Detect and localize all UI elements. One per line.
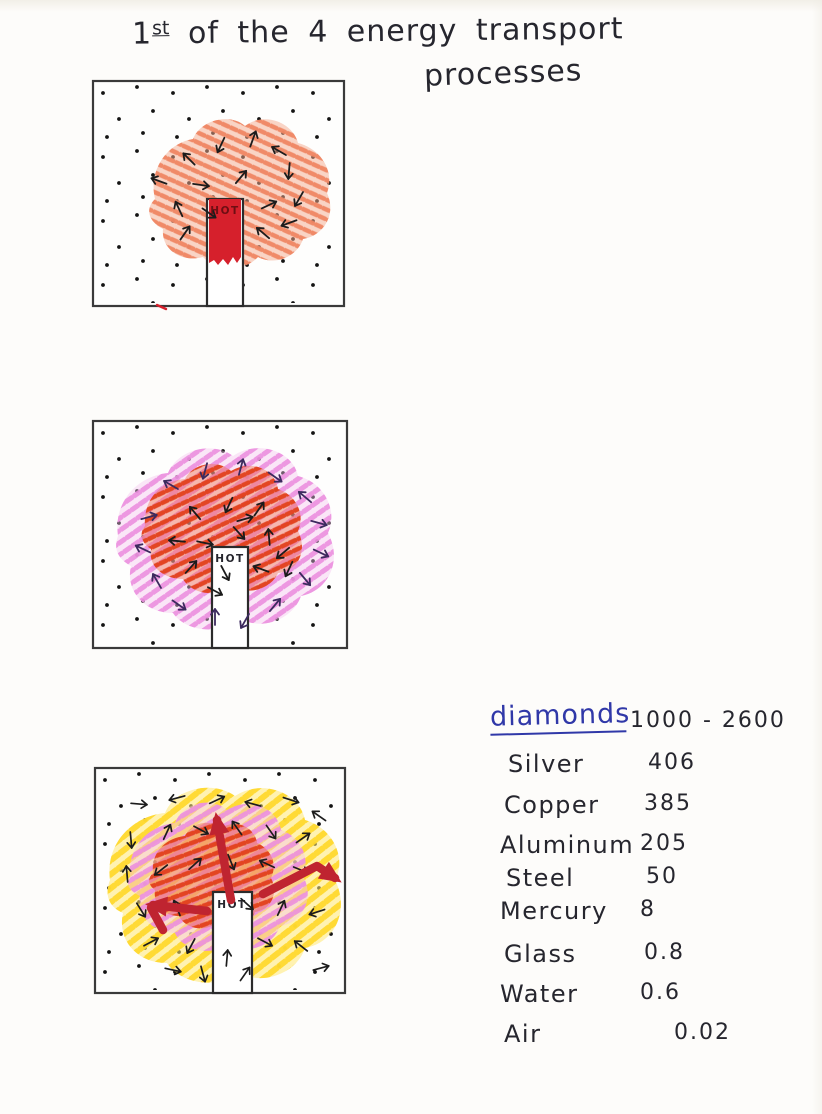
big-red-arrow-left-icon: [145, 896, 212, 917]
material-value: 385: [644, 791, 692, 816]
title-rest: of the 4 energy transport: [169, 11, 624, 52]
table-row: Glass 0.8: [504, 940, 685, 968]
table-row: Mercury 8: [500, 897, 656, 925]
material-label: Air: [504, 1020, 542, 1048]
material-label: Mercury: [500, 897, 608, 925]
material-value: 0.6: [640, 980, 681, 1005]
figure-conduction-1: HOT: [91, 79, 346, 311]
title-superscript: st: [151, 17, 170, 40]
hot-rod: HOT: [211, 890, 254, 995]
material-value: 406: [648, 750, 696, 775]
hot-gas-core-red: [141, 464, 302, 594]
scan-edge-shadow-right: [812, 0, 822, 1114]
heated-gas-blob-salmon: [149, 119, 331, 269]
table-row: Steel 50: [506, 864, 678, 892]
page-title: 1st of the 4 energy transport: [132, 11, 624, 51]
table-row: Air 0.02: [504, 1020, 731, 1048]
heat-flow-big-red-arrows: [145, 812, 342, 935]
big-red-arrow-left-tail: [146, 903, 168, 935]
hot-label: HOT: [210, 205, 239, 217]
hot-rod: HOT: [210, 545, 250, 650]
hot-label: HOT: [217, 899, 246, 911]
material-label: Water: [500, 980, 579, 1008]
red-stray-mark: [155, 303, 168, 311]
table-row: Water 0.6: [500, 980, 681, 1008]
table-row: Silver 406: [508, 750, 696, 778]
material-value: 205: [640, 831, 688, 856]
material-value: 1000 - 2600: [630, 708, 786, 733]
scan-edge-shadow-top: [0, 0, 822, 12]
material-value: 50: [646, 864, 678, 889]
material-label: Copper: [504, 791, 600, 819]
title-number: 1: [131, 16, 153, 52]
table-row-diamonds: diamonds 1000 - 2600: [489, 698, 786, 736]
table-row: Aluminum 205: [500, 831, 688, 859]
material-label: Silver: [508, 750, 585, 778]
material-value: 0.8: [644, 940, 685, 965]
figure-conduction-2: HOT: [91, 419, 349, 650]
material-value: 8: [640, 897, 656, 922]
figure-conduction-3: HOT: [93, 766, 347, 995]
material-label: Aluminum: [500, 831, 635, 859]
rod-red-hot-fill: [209, 199, 241, 265]
material-value: 0.02: [674, 1020, 731, 1045]
hot-rod: HOT: [205, 197, 245, 308]
hot-label: HOT: [215, 553, 244, 565]
material-label: Steel: [506, 864, 575, 892]
big-red-arrow-right-icon: [258, 861, 342, 899]
material-label: Glass: [504, 940, 577, 968]
material-label: diamonds: [489, 698, 631, 736]
table-row: Copper 385: [504, 791, 692, 819]
page-title-line2: processes: [423, 53, 583, 94]
big-red-arrow-up-icon: [209, 812, 236, 905]
